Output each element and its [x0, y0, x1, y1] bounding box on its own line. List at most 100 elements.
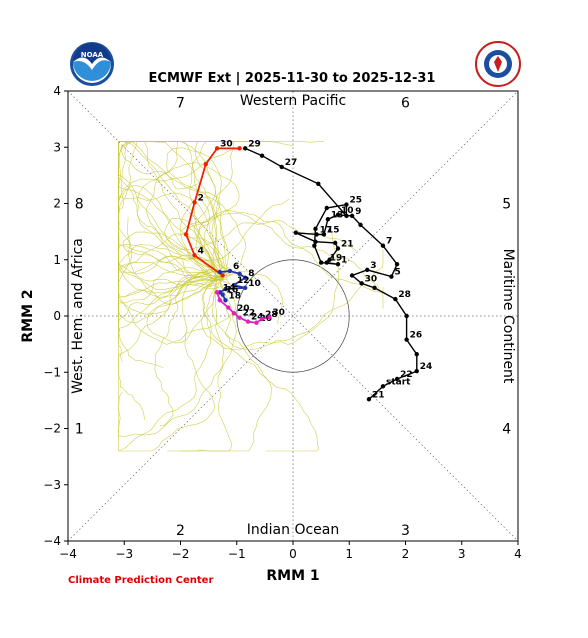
observed-point [358, 222, 363, 228]
forecast_week4-point [192, 200, 197, 205]
phase-label: 1 [75, 422, 84, 438]
x-tick-label: 4 [514, 547, 522, 561]
observed-day-label: 17 [320, 225, 333, 235]
forecast_week2-point [259, 316, 265, 322]
forecast_week2-day-label: 30 [272, 308, 285, 318]
observed-day-label: 3 [370, 261, 376, 271]
observed-point [312, 243, 317, 248]
observed-day-label: 25 [349, 196, 362, 206]
observed-day-label: 13 [331, 210, 344, 220]
observed-point [414, 352, 419, 357]
y-tick-label: 1 [53, 253, 61, 267]
y-tick-label: 4 [53, 84, 61, 98]
observed-point [414, 368, 419, 374]
observed-point [335, 212, 341, 217]
forecast_week2-day-label: 28 [265, 310, 278, 320]
noaa-logo-text: NOAA [81, 51, 104, 59]
forecast_week2-day-label: 20 [237, 304, 250, 314]
x-tick-label: −4 [59, 547, 77, 561]
observed-point [380, 243, 386, 248]
forecast_week2-point [245, 319, 251, 324]
forecast_week2-day-label: 22 [243, 309, 256, 319]
y-axis-label: RMM 2 [20, 289, 36, 342]
forecast_week1-day-label: 16 [226, 286, 239, 296]
observed-point [404, 313, 409, 319]
ensemble-member-line [189, 141, 324, 282]
forecast_week1-point [227, 268, 233, 274]
nws-logo [475, 41, 521, 87]
ensemble-member-line [133, 196, 247, 305]
forecast_week4-day-label: 4 [198, 246, 204, 256]
phase-label: 4 [502, 422, 511, 438]
y-tick-label: 3 [53, 140, 61, 154]
observed-day-label: 24 [420, 362, 433, 372]
ensemble-member-line [118, 279, 218, 452]
series-layer: 21start222426283035791013151721191252729… [183, 139, 433, 402]
forecast_week2-point [254, 320, 259, 325]
forecast_week1-point [242, 285, 248, 291]
y-tick-label: −3 [43, 478, 61, 492]
observed-point [394, 262, 400, 267]
forecast_week1-point [223, 298, 228, 303]
chart-title: ECMWF Ext | 2025-11-30 to 2025-12-31 [149, 71, 436, 86]
observed-day-label: 21 [341, 240, 354, 250]
forecast_week2-point [217, 298, 223, 303]
observed-day-label: 9 [355, 207, 361, 217]
observed-point [332, 240, 338, 246]
forecast_week4-point [192, 253, 197, 258]
forecast_week4-day-label: 2 [198, 193, 204, 203]
forecast_week4-day-label: 30 [220, 139, 233, 149]
ensemble-members [118, 141, 384, 452]
region-label-top: Western Pacific [240, 93, 346, 109]
observed-line [244, 147, 418, 400]
ensemble-member-line [146, 270, 284, 344]
observed-day-label: 1 [341, 255, 347, 265]
forecast_week4-point [214, 146, 220, 151]
forecast_week1-point [237, 271, 242, 277]
forecast_week1-point [223, 286, 228, 292]
observed-point [293, 230, 299, 235]
observed-point [324, 205, 329, 211]
x-tick-label: −2 [172, 547, 190, 561]
ensemble-member-line [118, 141, 228, 270]
y-tick-label: 0 [53, 309, 61, 323]
observed-point [349, 273, 355, 278]
forecast_week1-day-label: 10 [248, 279, 261, 289]
observed-day-label: 15 [327, 225, 340, 235]
observed-day-label: 30 [365, 274, 378, 284]
x-axis-label: RMM 1 [266, 568, 319, 584]
observed-point [404, 337, 409, 342]
observed-point [335, 246, 341, 251]
forecast_week1-day-label: 8 [248, 269, 254, 279]
phase-label: 8 [75, 197, 84, 213]
forecast_week4-point [220, 273, 225, 278]
observed-point [389, 274, 394, 279]
observed-point [316, 181, 321, 187]
forecast_week1-point [242, 275, 248, 280]
observed-day-label: 22 [400, 370, 413, 380]
observed-day-label: 28 [398, 290, 411, 300]
forecast_week1-day-label: 6 [233, 262, 239, 272]
noaa-logo: NOAA [70, 42, 114, 86]
ensemble-member-line [118, 141, 224, 269]
ensemble-member-line [118, 141, 218, 275]
credit-label: Climate Prediction Center [68, 575, 213, 586]
forecast_week1-point [231, 282, 237, 288]
region-label-right: Maritime Continent [500, 249, 516, 384]
phase-label: 6 [401, 95, 410, 111]
region-label-bottom: Indian Ocean [247, 522, 339, 538]
ensemble-member-line [118, 216, 225, 327]
observed-point [394, 376, 400, 382]
y-tick-label: 2 [53, 197, 61, 211]
observed-point [366, 397, 372, 402]
observed-day-label: 5 [394, 268, 400, 278]
observed-day-label: 19 [330, 254, 343, 264]
observed-point [359, 281, 364, 286]
ensemble-member-line [122, 198, 290, 283]
forecast_week2-point [237, 315, 242, 320]
observed-point [380, 384, 386, 389]
phase-label: 3 [401, 523, 410, 539]
observed-point [335, 262, 341, 267]
